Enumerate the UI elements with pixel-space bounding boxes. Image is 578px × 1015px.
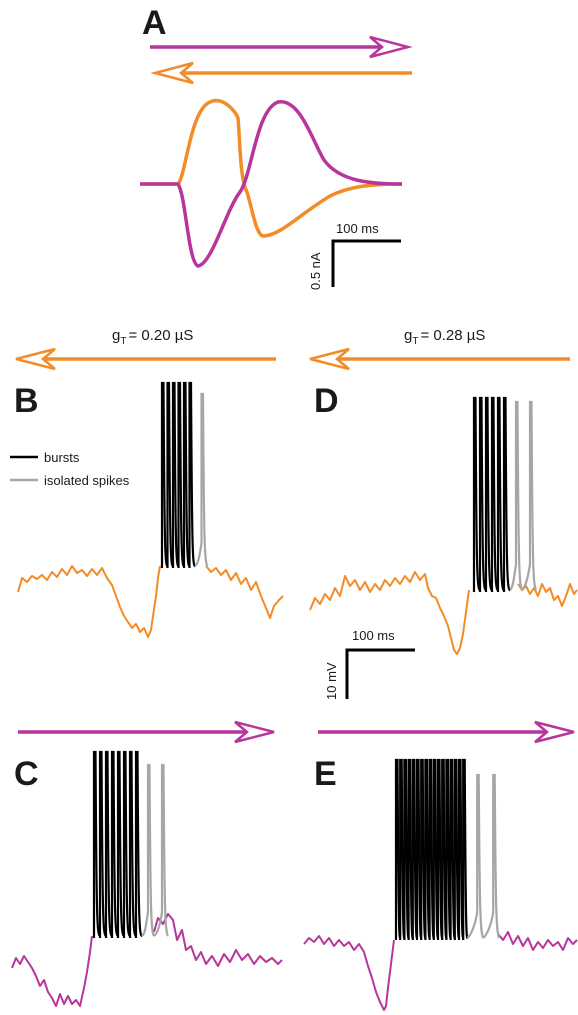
isolated-spike — [153, 763, 169, 937]
scalebar-voltage-amplitude: 10 mV — [324, 662, 339, 700]
arrow-right-magenta-e — [318, 720, 575, 744]
scalebar-current: 100 ms 0.5 nA — [308, 221, 401, 290]
legend-label-bursts: bursts — [44, 450, 80, 465]
scalebar-voltage: 100 ms 10 mV — [324, 628, 415, 700]
burst-spike — [484, 396, 493, 592]
spikes-b — [160, 381, 209, 568]
panel-label-d: D — [314, 382, 339, 420]
spikes-c — [92, 750, 169, 938]
arrow-right-magenta-a — [150, 35, 413, 59]
burst-spike — [478, 396, 487, 592]
isolated-spike — [509, 400, 524, 591]
isolated-spike — [466, 773, 485, 939]
arrow-right-magenta-c — [18, 720, 275, 744]
burst-spike — [462, 758, 469, 940]
arrow-left-orange-d — [309, 347, 570, 371]
burst-spike — [128, 750, 137, 938]
burst-spike — [188, 381, 196, 568]
subthreshold-trace-c-tail — [153, 913, 283, 967]
arrow-left-orange-a — [150, 61, 412, 85]
current-trace-orange — [140, 98, 403, 238]
burst-spike — [496, 396, 505, 592]
burst-spike — [502, 396, 511, 592]
conductance-label-left: gT = 0.20 µS — [112, 327, 193, 347]
burst-spike — [134, 750, 143, 938]
panel-label-a: A — [142, 4, 167, 42]
subthreshold-trace-e — [303, 935, 395, 1011]
isolated-spike — [521, 400, 538, 591]
spikes-e — [394, 758, 501, 940]
subthreshold-trace-d-tail — [517, 583, 578, 607]
burst-spike — [110, 750, 119, 938]
voltage-trace-e — [303, 758, 578, 1011]
burst-spike — [92, 750, 101, 938]
burst-spike — [116, 750, 125, 938]
current-trace-magenta — [140, 100, 403, 268]
voltage-trace-b — [17, 381, 284, 638]
burst-spike — [472, 396, 481, 592]
conductance-label-right: gT = 0.28 µS — [404, 327, 485, 347]
subthreshold-trace-e-tail — [497, 931, 578, 951]
legend-label-isolated: isolated spikes — [44, 473, 130, 488]
subthreshold-trace-c — [11, 935, 93, 1007]
burst-spike — [98, 750, 107, 938]
scalebar-current-amplitude: 0.5 nA — [308, 252, 323, 290]
burst-spike — [122, 750, 131, 938]
voltage-trace-d — [309, 396, 578, 655]
scalebar-current-time: 100 ms — [336, 221, 379, 236]
burst-spike — [104, 750, 113, 938]
spikes-d — [472, 396, 538, 592]
panel-label-c: C — [14, 755, 39, 793]
isolated-spike — [482, 773, 501, 939]
isolated-spike — [194, 392, 209, 567]
voltage-trace-c — [11, 750, 283, 1007]
isolated-spike — [141, 763, 155, 937]
burst-spike — [490, 396, 499, 592]
panel-label-e: E — [314, 755, 337, 793]
arrow-left-orange-b — [15, 347, 276, 371]
scalebar-voltage-time: 100 ms — [352, 628, 395, 643]
subthreshold-trace-d — [309, 571, 470, 655]
subthreshold-trace-b-tail — [205, 565, 284, 619]
legend: bursts isolated spikes — [10, 450, 130, 488]
panel-label-b: B — [14, 382, 39, 420]
subthreshold-trace-b — [17, 565, 161, 638]
